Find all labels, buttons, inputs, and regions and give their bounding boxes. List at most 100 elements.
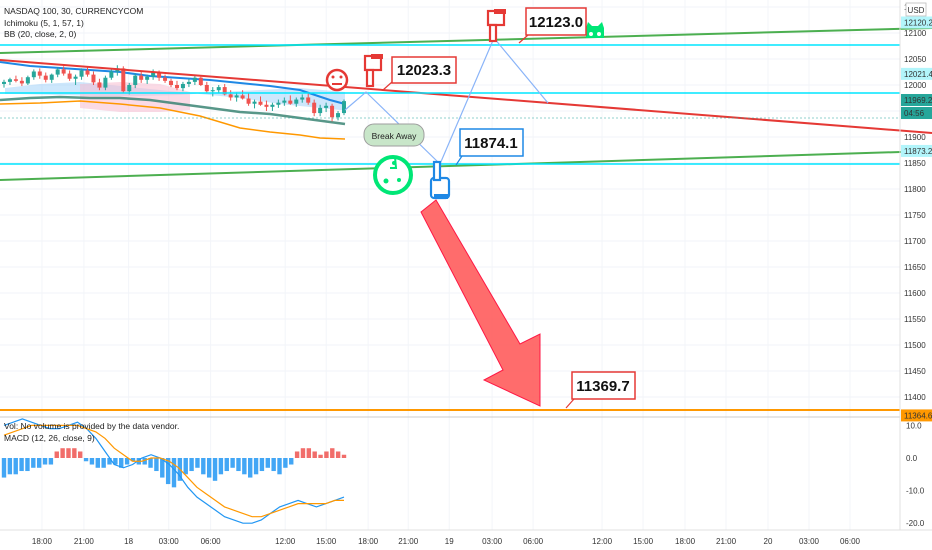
macd-pane	[1, 418, 347, 524]
price-badge-label: 11873.2	[904, 147, 932, 156]
green-lower-channel-line[interactable]	[0, 150, 932, 181]
candle-body	[252, 101, 257, 104]
macd-histogram-bar	[183, 458, 188, 475]
price-tick-label: 11650	[904, 263, 926, 272]
candle	[216, 85, 221, 94]
candle-body	[2, 81, 6, 84]
candle-body	[210, 90, 215, 92]
time-tick-label: 20	[764, 537, 773, 546]
candle	[270, 102, 275, 111]
price-tick-label: 11800	[904, 185, 926, 194]
macd-histogram-bar	[83, 458, 89, 462]
callout-12123[interactable]: 12123.0	[518, 7, 587, 44]
candle	[294, 97, 299, 107]
time-tick-label: 03:00	[159, 537, 180, 546]
indicator-bb: BB (20, close, 2, 0)	[4, 29, 76, 39]
candle	[282, 97, 287, 106]
candle-body	[139, 75, 144, 80]
callout-11874[interactable]: 11874.1	[455, 128, 524, 166]
callout-label: 12023.3	[397, 62, 451, 79]
price-tick-label: 12100	[904, 29, 927, 38]
candle-body	[228, 94, 233, 98]
candle	[288, 95, 293, 105]
candle	[55, 67, 60, 78]
cat-icon	[586, 22, 604, 38]
break-away-note[interactable]: Break Away	[363, 123, 425, 147]
macd-histogram-bar	[148, 458, 153, 468]
macd-histogram-bar	[107, 458, 112, 465]
candle	[330, 103, 335, 122]
candle	[306, 93, 311, 105]
macd-histogram-bar	[113, 458, 118, 465]
candle	[43, 72, 48, 83]
time-tick-label: 18:00	[675, 537, 696, 546]
macd-histogram-bar	[89, 458, 95, 465]
candle	[31, 69, 36, 80]
macd-tick-label: -10.0	[906, 487, 925, 496]
macd-histogram-bar	[95, 458, 100, 468]
price-axis: 1215012100120501200011950119001185011800…	[899, 0, 932, 530]
candle	[103, 75, 108, 91]
candle-body	[216, 87, 221, 91]
candle-body	[37, 71, 42, 76]
time-tick-label: 12:00	[275, 537, 296, 546]
macd-histogram-bar	[60, 448, 65, 458]
green-upper-channel-line[interactable]	[0, 27, 932, 54]
candle-body	[318, 107, 323, 114]
candle-body	[288, 100, 293, 104]
callout-11369[interactable]: 11369.7	[565, 371, 636, 409]
macd-histogram-bar	[289, 458, 294, 465]
candle	[186, 78, 191, 88]
candle-body	[300, 97, 305, 100]
candle-body	[19, 80, 24, 84]
macd-histogram-bar	[253, 458, 259, 475]
macd-tick-label: 10.0	[906, 421, 922, 430]
candle	[198, 76, 203, 87]
candle-body	[192, 77, 197, 82]
candle	[109, 69, 114, 80]
currency-label: USD	[908, 6, 925, 15]
candle-body	[25, 77, 30, 84]
candle-body	[133, 75, 138, 85]
macd-histogram-bar	[206, 458, 212, 478]
candle	[67, 70, 72, 81]
candle	[13, 75, 18, 83]
candle-body	[169, 80, 174, 85]
hand-pointing-down-icon	[486, 9, 506, 43]
macd-histogram-bar	[218, 458, 224, 475]
time-tick-label: 18:00	[32, 537, 53, 546]
price-tick-label: 11900	[904, 133, 926, 142]
macd-histogram-bar	[13, 458, 18, 475]
macd-histogram-bar	[42, 458, 48, 465]
macd-legend: MACD (12, 26, close, 9)	[4, 433, 95, 443]
callout-12023[interactable]: 12023.3	[382, 56, 457, 91]
candle-body	[79, 70, 84, 77]
macd-histogram-bar	[195, 458, 200, 468]
time-tick-label: 12:00	[592, 537, 613, 546]
candle-body	[109, 71, 114, 78]
time-tick-label: 21:00	[398, 537, 419, 546]
candle-body	[13, 79, 18, 81]
macd-histogram-bar	[101, 458, 106, 468]
candle-body	[198, 77, 203, 85]
callout-label: 11874.1	[464, 135, 517, 152]
macd-histogram-bar	[265, 458, 270, 468]
red-trend-line[interactable]	[0, 59, 932, 134]
candle-body	[342, 101, 346, 114]
candle	[264, 100, 269, 111]
candle	[240, 90, 245, 100]
candle-body	[55, 69, 60, 75]
macd-histogram-bar	[224, 458, 229, 472]
candle-body	[174, 85, 179, 89]
hand-pointing-up-icon	[429, 160, 451, 200]
macd-histogram-bar	[312, 451, 317, 458]
macd-histogram-bar	[306, 448, 312, 458]
candle-body	[97, 82, 102, 88]
down-arrow[interactable]	[420, 199, 541, 407]
time-tick-label: 21:00	[74, 537, 95, 546]
candle-body	[282, 100, 287, 103]
price-badge-label: 11364.6	[904, 411, 932, 420]
candle-body	[31, 71, 36, 78]
macd-histogram-bar	[31, 458, 36, 468]
